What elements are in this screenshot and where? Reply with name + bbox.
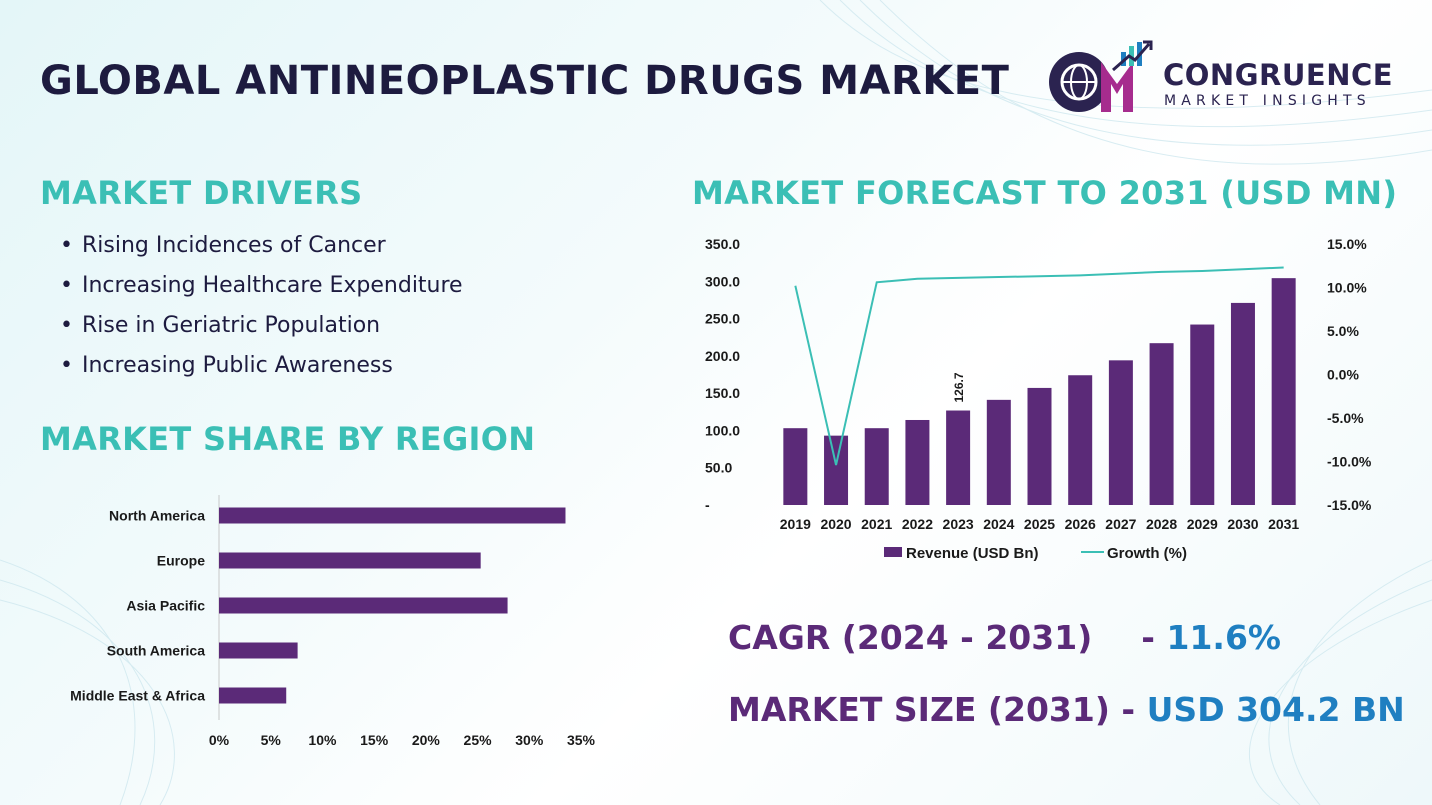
x-tick-label: 30% [515,732,544,748]
x-tick-label: 0% [209,732,230,748]
bar [219,552,481,569]
driver-item: • Rise in Geriatric Population [60,313,381,338]
category-label: Middle East & Africa [70,688,205,704]
page-title: GLOBAL ANTINEOPLASTIC DRUGS MARKET [40,58,1010,104]
legend-label: Revenue (USD Bn) [906,545,1039,562]
bar [986,399,1011,505]
legend-label: Growth (%) [1107,545,1187,562]
y-right-tick-label: 5.0% [1327,323,1359,339]
y-right-tick-label: -5.0% [1327,410,1364,426]
y-left-tick-label: 100.0 [705,422,740,438]
category-label: South America [107,643,205,659]
bar [783,428,808,505]
y-right-tick-label: 0.0% [1327,367,1359,383]
bar [1027,387,1052,505]
market-size-separator: - [1121,690,1136,729]
bar [946,410,971,505]
y-left-tick-label: 200.0 [705,348,740,364]
legend-swatch-revenue [884,547,902,557]
x-tick-label: 20% [412,732,441,748]
x-tick-label: 35% [567,732,596,748]
y-left-tick-label: 350.0 [705,236,740,252]
bar [905,419,930,505]
x-tick-label: 2027 [1105,516,1136,532]
y-right-tick-label: 10.0% [1327,280,1367,296]
forecast-chart: - 50.0 100.0 150.0 200.0 250.0 300.0 350.0 -15.0… [705,236,1372,562]
x-tick-label: 2024 [983,516,1014,532]
bar [1149,343,1174,505]
y-left-tick-label: 250.0 [705,311,740,327]
data-label: 126.7 [952,372,966,402]
y-right-tick-label: 15.0% [1327,236,1367,252]
growth-line [794,266,1284,466]
region-heading: MARKET SHARE BY REGION [40,420,536,458]
x-tick-label: 2026 [1065,516,1096,532]
x-tick-label: 2023 [943,516,974,532]
cagr-label: CAGR (2024 - 2031) [728,618,1093,657]
bar [824,435,849,505]
brand-logo: CONGRUENCE MARKET INSIGHTS [1045,40,1395,120]
x-tick-label: 10% [308,732,337,748]
category-label: North America [109,508,205,524]
bar [1271,278,1296,505]
logo-wordmark: CONGRUENCE [1163,58,1394,92]
bar [219,507,566,524]
cagr-separator: - [1141,618,1155,657]
bar [219,687,287,704]
x-tick-label: 15% [360,732,389,748]
x-tick-label: 2021 [861,516,892,532]
driver-item-label: Increasing Healthcare Expenditure [82,273,463,298]
y-left-tick-label: 50.0 [705,460,732,476]
bar [219,597,508,614]
y-left-tick-label: 150.0 [705,385,740,401]
market-size-value: USD 304.2 BN [1146,690,1405,729]
driver-item-label: Rising Incidences of Cancer [82,233,386,258]
bar [864,428,889,505]
x-tick-label: 2029 [1187,516,1218,532]
y-right-tick-label: -15.0% [1327,497,1372,513]
x-tick-label: 2031 [1268,516,1299,532]
x-tick-label: 5% [261,732,282,748]
cagr-value: 11.6% [1166,618,1281,657]
market-size-label: MARKET SIZE (2031) [728,690,1110,729]
drivers-heading: MARKET DRIVERS [40,174,363,212]
x-tick-label: 2028 [1146,516,1177,532]
cagr-stat: CAGR (2024 - 2031) - 11.6% [728,618,1281,657]
y-right-tick-label: -10.0% [1327,454,1372,470]
driver-item: • Rising Incidences of Cancer [60,233,386,258]
category-label: Asia Pacific [126,598,205,614]
driver-item-label: Increasing Public Awareness [82,353,393,378]
driver-item-label: Rise in Geriatric Population [82,313,381,338]
bar [1230,302,1255,505]
y-left-tick-label: 300.0 [705,273,740,289]
category-label: Europe [157,553,205,569]
x-tick-label: 2030 [1227,516,1258,532]
region-share-chart: North America Europe Asia Pacific South Ame… [70,495,596,748]
driver-item: • Increasing Public Awareness [60,353,393,378]
driver-item: • Increasing Healthcare Expenditure [60,273,463,298]
bar [1108,360,1133,505]
x-tick-label: 2019 [780,516,811,532]
bar [1190,324,1215,505]
drivers-list: • Rising Incidences of Cancer • Increasing… [60,228,463,388]
bar [219,642,298,659]
x-tick-label: 2022 [902,516,933,532]
logo-tagline: MARKET INSIGHTS [1164,93,1371,109]
logo-mark-icon [1049,40,1153,112]
y-left-tick-label: - [705,497,710,513]
x-tick-label: 2025 [1024,516,1055,532]
market-size-stat: MARKET SIZE (2031) - USD 304.2 BN [728,690,1405,729]
bar [1068,375,1093,505]
forecast-heading: MARKET FORECAST TO 2031 (USD MN) [692,174,1398,212]
x-tick-label: 2020 [820,516,851,532]
x-tick-label: 25% [464,732,493,748]
